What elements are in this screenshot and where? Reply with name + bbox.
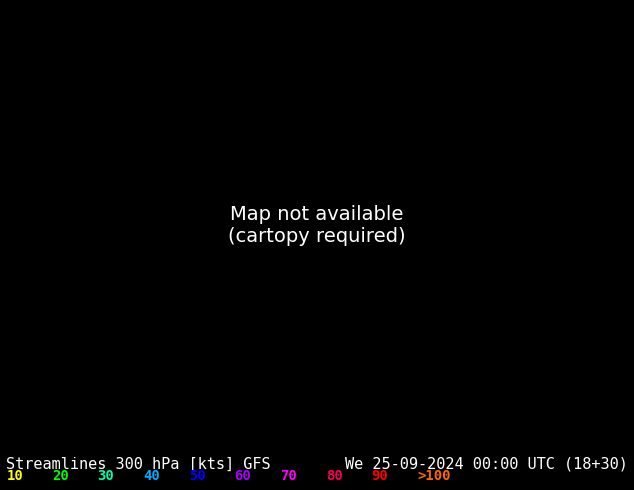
Text: 30: 30 [98, 469, 114, 483]
Text: >100: >100 [417, 469, 451, 483]
Text: 20: 20 [52, 469, 68, 483]
Text: 80: 80 [326, 469, 342, 483]
Text: 70: 70 [280, 469, 297, 483]
Text: 50: 50 [189, 469, 205, 483]
Text: Streamlines 300 hPa [kts] GFS: Streamlines 300 hPa [kts] GFS [6, 457, 271, 472]
Text: 40: 40 [143, 469, 160, 483]
Text: We 25-09-2024 00:00 UTC (18+30): We 25-09-2024 00:00 UTC (18+30) [345, 457, 628, 472]
Text: 10: 10 [6, 469, 23, 483]
Text: 90: 90 [372, 469, 388, 483]
Text: Map not available
(cartopy required): Map not available (cartopy required) [228, 205, 406, 246]
Text: 60: 60 [235, 469, 251, 483]
